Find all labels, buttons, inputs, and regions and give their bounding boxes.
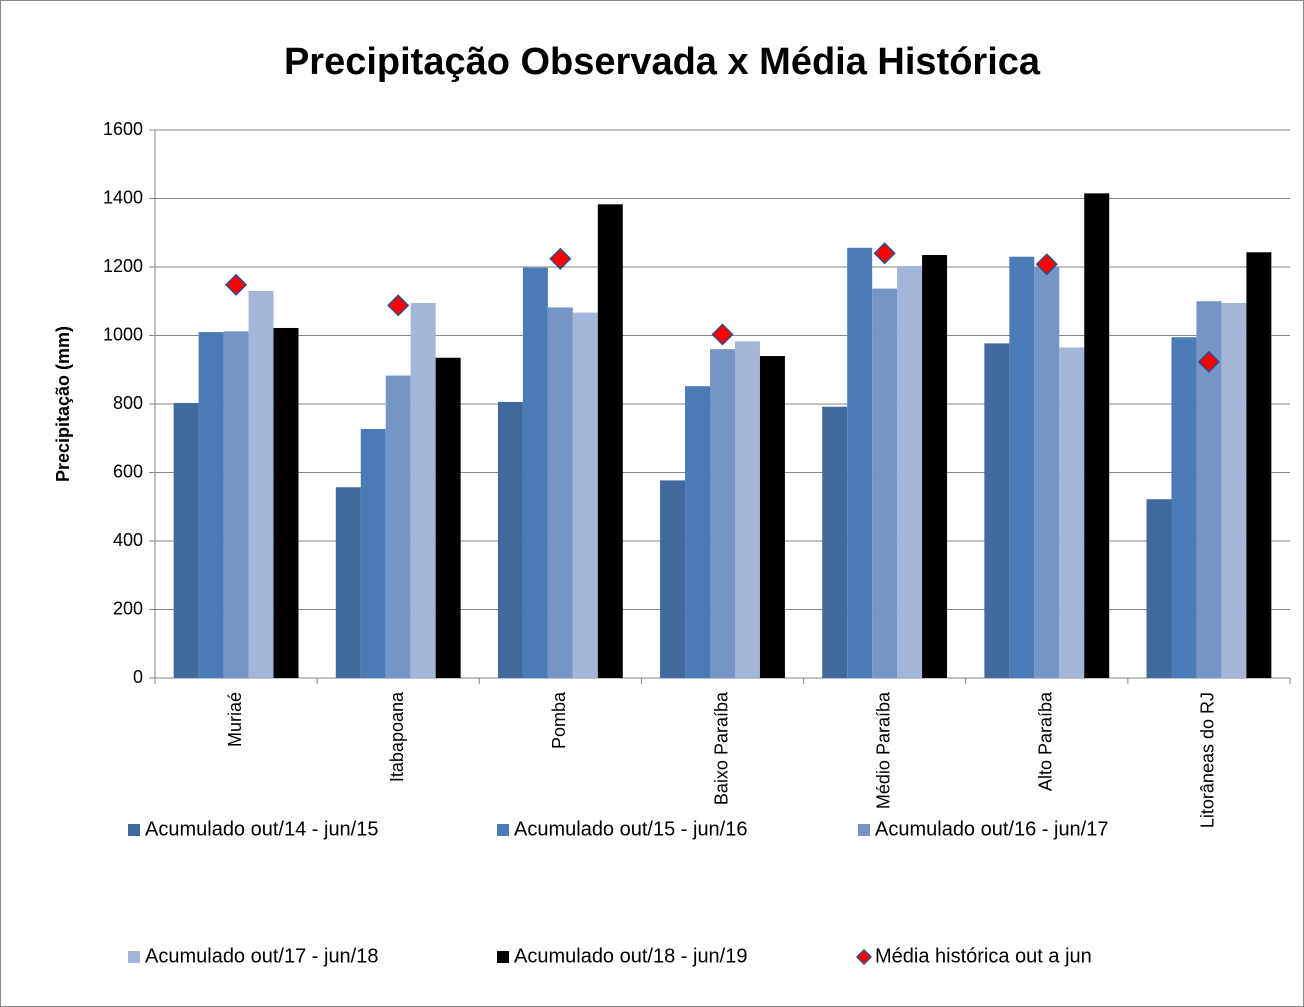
marker <box>711 323 734 346</box>
bar <box>1246 252 1272 678</box>
y-tick-label: 200 <box>113 598 143 618</box>
bar <box>360 429 386 678</box>
bar <box>872 288 898 678</box>
legend-label: Acumulado out/17 - jun/18 <box>145 945 379 967</box>
legend-label: Acumulado out/14 - jun/15 <box>145 818 379 840</box>
bar <box>734 341 760 678</box>
marker <box>225 273 248 296</box>
bar <box>597 204 623 678</box>
y-tick-label: 800 <box>113 393 143 413</box>
x-tick-label: Médio Paraíba <box>873 691 893 809</box>
y-tick-label: 1600 <box>103 119 143 139</box>
legend-label: Acumulado out/18 - jun/19 <box>514 945 748 967</box>
bar <box>1146 499 1172 678</box>
bar <box>1034 267 1060 678</box>
legend-swatch <box>497 951 509 963</box>
bar <box>922 255 948 678</box>
x-tick-label: Itabapoana <box>387 691 407 782</box>
y-axis-label: Precipitação (mm) <box>53 326 73 482</box>
y-tick-label: 1400 <box>103 187 143 207</box>
marker <box>873 242 896 265</box>
bar <box>385 375 411 678</box>
y-tick-label: 400 <box>113 530 143 550</box>
bar <box>497 401 523 678</box>
y-tick-label: 1200 <box>103 256 143 276</box>
bar <box>522 267 548 678</box>
bar <box>710 349 735 678</box>
chart-title: Precipitação Observada x Média Histórica <box>284 41 1041 83</box>
marker <box>1035 253 1058 276</box>
bar <box>984 343 1010 678</box>
marker <box>1197 350 1220 373</box>
bar <box>660 480 686 678</box>
legend-label: Média histórica out a jun <box>875 945 1092 967</box>
legend-swatch <box>858 824 870 836</box>
legend-label: Acumulado out/15 - jun/16 <box>514 818 748 840</box>
x-tick-label: Litorâneas do RJ <box>1198 692 1218 828</box>
bar <box>759 356 785 678</box>
legend-swatch <box>128 824 140 836</box>
bar <box>410 302 436 678</box>
bar <box>1171 337 1197 678</box>
y-tick-label: 0 <box>133 667 143 687</box>
bar <box>198 332 224 678</box>
bar <box>248 290 274 678</box>
legend-label: Acumulado out/16 - jun/17 <box>875 818 1109 840</box>
x-tick-label: Muriaé <box>225 692 245 747</box>
bar <box>223 331 249 678</box>
bar <box>1084 193 1110 679</box>
y-tick-label: 1000 <box>103 324 143 344</box>
bar <box>1059 347 1085 678</box>
bar <box>547 307 573 678</box>
x-tick-label: Pomba <box>549 691 569 749</box>
bar <box>685 386 711 678</box>
bar <box>822 406 848 678</box>
bar <box>847 247 873 678</box>
legend-swatch <box>497 824 509 836</box>
marker <box>387 294 410 317</box>
bar <box>1221 302 1247 678</box>
bar <box>1009 256 1035 678</box>
legend-marker <box>855 948 873 966</box>
bar <box>435 357 461 678</box>
bar <box>273 327 299 678</box>
bar <box>572 312 598 678</box>
marker <box>549 247 572 270</box>
x-tick-label: Baixo Paraíba <box>711 691 731 805</box>
bar <box>173 402 199 678</box>
legend-swatch <box>128 951 140 963</box>
y-tick-label: 600 <box>113 461 143 481</box>
bar <box>897 265 923 678</box>
bar <box>335 487 361 678</box>
x-tick-label: Alto Paraíba <box>1036 691 1056 791</box>
